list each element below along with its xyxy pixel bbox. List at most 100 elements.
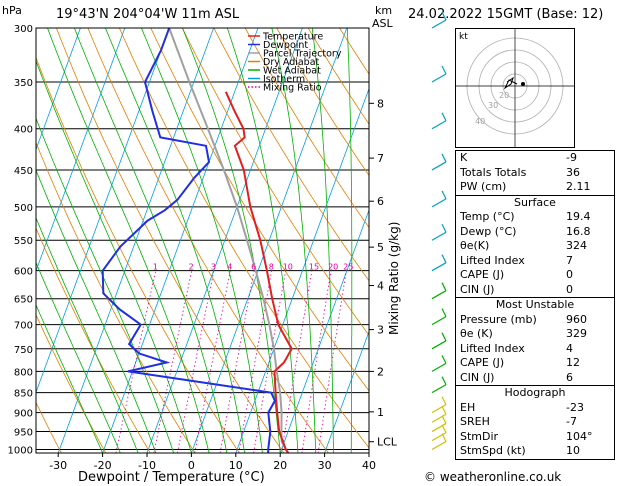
- dry-adiabat: [36, 401, 62, 453]
- dewpoint-line: [101, 28, 277, 453]
- index-row: CAPE (J) 0: [456, 268, 614, 283]
- index-value: 10: [566, 444, 580, 457]
- date-label: 24.02.2022 15GMT (Base: 12): [408, 7, 604, 22]
- wet-adiabat: [346, 28, 353, 453]
- index-label: SREH: [460, 415, 490, 428]
- index-row: CIN (J) 0: [456, 283, 614, 298]
- pressure-tick-label: 1000: [8, 446, 33, 457]
- index-row: Dewp (°C) 16.8: [456, 225, 614, 240]
- index-label: CAPE (J): [460, 268, 505, 281]
- hodograph-ring-label: 20: [499, 91, 509, 100]
- index-label: Lifted Index: [460, 253, 525, 267]
- isotherm: [279, 208, 369, 453]
- pressure-tick-label: 550: [14, 236, 33, 247]
- index-value: -7: [566, 415, 577, 428]
- index-value: 2.11: [566, 180, 591, 193]
- wind-barb: [431, 316, 447, 326]
- background-lines: [36, 28, 629, 453]
- legend-entry: Temperature: [262, 32, 323, 43]
- x-tick-label: 40: [362, 459, 376, 472]
- km-tick-label: 7: [377, 152, 384, 165]
- credit-label: © weatheronline.co.uk: [424, 470, 562, 484]
- indices-panel: K -9 Totals Totals 36 PW (cm) 2.11 Surface Te…: [455, 150, 615, 460]
- index-value: 0: [566, 282, 573, 296]
- index-row: CIN (J) 6: [456, 371, 614, 386]
- mixing-ratio-label: 2: [189, 263, 194, 272]
- index-row: Lifted Index 4: [456, 342, 614, 357]
- index-row: SREH -7: [456, 415, 614, 430]
- axes: 1 2 3 4 6 8 10 15 20 2530035040045050055060065070…: [8, 24, 398, 472]
- wind-barb-flag: [441, 308, 447, 317]
- km-tick-label: 8: [377, 97, 384, 110]
- index-row: Totals Totals 36: [456, 166, 614, 181]
- wind-barb-flag: [441, 415, 447, 424]
- dry-adiabat: [623, 28, 629, 453]
- wind-barb-flag: [441, 355, 447, 364]
- wind-barb: [431, 161, 447, 171]
- x-tick-label: 0: [188, 459, 195, 472]
- x-tick-label: -20: [94, 459, 112, 472]
- wet-adiabat: [36, 261, 121, 453]
- pressure-tick-label: 750: [14, 345, 33, 356]
- index-label: CIN (J): [460, 370, 495, 384]
- wind-barb-flag: [441, 396, 447, 405]
- index-label: StmSpd (kt): [460, 444, 526, 457]
- index-value: -9: [566, 151, 577, 164]
- index-row: Temp (°C) 19.4: [456, 210, 614, 225]
- dry-adiabat: [36, 313, 107, 453]
- legend-entry: Mixing Ratio: [263, 83, 322, 94]
- wet-adiabat: [311, 28, 334, 453]
- index-value: 12: [566, 356, 580, 369]
- wind-barb-flag: [441, 11, 447, 21]
- km-tick-label: 5: [377, 241, 384, 254]
- mixing-ratio-line: [177, 270, 215, 453]
- indices-surface: Surface Temp (°C) 19.4 Dewp (°C) 16.8 θe(K) 3…: [455, 195, 615, 298]
- isotherm: [36, 28, 81, 151]
- isotherm: [36, 28, 170, 394]
- isotherm: [36, 28, 126, 273]
- mixing-ratio-label: 8: [269, 263, 274, 272]
- km-tick-label: 2: [377, 365, 384, 378]
- mixing-ratio-label: 3: [211, 263, 216, 272]
- mixing-ratio-label: 20: [328, 263, 338, 272]
- plot-frame: [35, 27, 370, 454]
- index-value: 6: [566, 370, 573, 384]
- km-tick-label: 1: [377, 406, 384, 419]
- hodograph-unit-label: kt: [459, 32, 468, 42]
- mixing-ratio-line: [194, 270, 231, 453]
- dry-adiabat: [119, 28, 369, 449]
- pressure-tick-label: 600: [14, 267, 33, 278]
- isotherm: [324, 330, 369, 453]
- mixing-ratio-line: [219, 270, 255, 453]
- isotherm: [191, 28, 348, 453]
- wet-adiabat: [182, 28, 281, 453]
- index-label: Totals Totals: [460, 165, 527, 179]
- dry-adiabat: [36, 56, 240, 453]
- wind-barb-flag: [441, 405, 447, 415]
- wet-adiabat: [36, 59, 192, 453]
- index-label: CAPE (J): [460, 356, 505, 369]
- wind-barb: [431, 423, 447, 433]
- unstable-title: Most Unstable: [495, 298, 575, 311]
- km-tick-label: 3: [377, 324, 384, 337]
- asl-label: ASL: [372, 17, 394, 30]
- wind-barb: [431, 432, 447, 442]
- isotherm: [146, 28, 303, 453]
- mixing-ratio-label: 6: [251, 263, 256, 272]
- mixing-ratio-line: [153, 270, 193, 453]
- legend-entry: Dewpoint: [263, 40, 308, 51]
- wet-adiabat: [141, 28, 263, 453]
- pressure-tick-label: 700: [14, 321, 33, 332]
- index-value: 329: [566, 327, 587, 340]
- indices-most-unstable: Most Unstable Pressure (mb) 960 θe (K) 329 L…: [455, 298, 615, 386]
- index-row: Lifted Index 7: [456, 254, 614, 269]
- index-row: CAPE (J) 12: [456, 356, 614, 371]
- index-row: StmDir 104°: [456, 430, 614, 445]
- mixing-ratio-label: 15: [309, 263, 319, 272]
- index-label: Pressure (mb): [460, 312, 537, 326]
- pressure-tick-label: 400: [14, 125, 33, 136]
- dry-adiabat: [181, 28, 369, 336]
- index-label: θe(K): [460, 239, 490, 252]
